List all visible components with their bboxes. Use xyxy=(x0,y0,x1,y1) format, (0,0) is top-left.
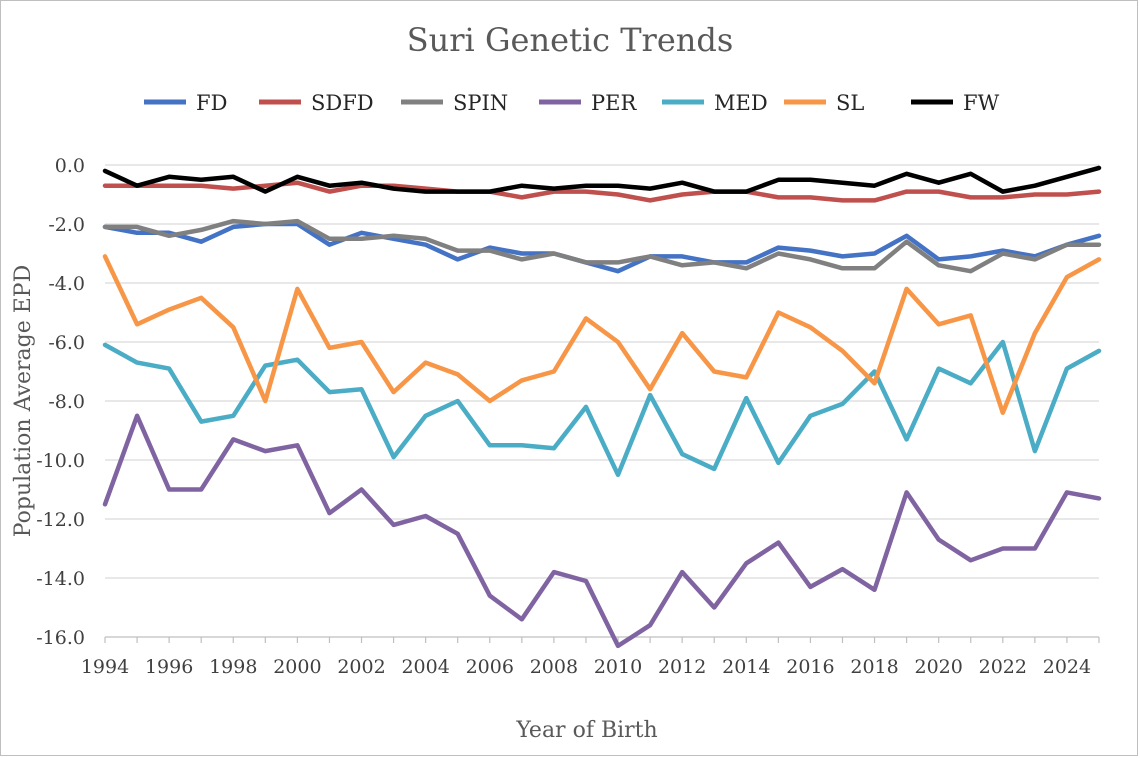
x-tick-label: 1998 xyxy=(209,656,257,678)
x-tick-label: 2014 xyxy=(722,656,770,678)
x-tick-label: 2016 xyxy=(786,656,834,678)
legend-label-fd: FD xyxy=(196,91,227,115)
y-tick-label: -10.0 xyxy=(36,450,85,472)
x-tick-label: 2000 xyxy=(273,656,321,678)
x-tick-label: 2022 xyxy=(979,656,1027,678)
x-axis-title: Year of Birth xyxy=(515,718,657,743)
x-tick-label: 2012 xyxy=(658,656,706,678)
x-tick-label: 1996 xyxy=(145,656,193,678)
series-lines xyxy=(102,165,1102,649)
gridlines xyxy=(105,164,1099,579)
x-axis: 1994 1996 1998 2000 2002 2004 2006 2008 2010 2012… xyxy=(81,636,1100,678)
y-axis-ticks: 0.0 -2.0 -4.0 -6.0 -8.0 -10.0 -12.0 -14.0 -16.0 xyxy=(36,155,85,649)
legend-label-sl: SL xyxy=(836,91,864,115)
x-tick-label: 2010 xyxy=(594,656,642,678)
y-tick-label: 0.0 xyxy=(55,155,85,177)
x-tick-label: 2020 xyxy=(914,656,962,678)
series-line-fw xyxy=(102,165,1102,194)
x-tick-label: 2002 xyxy=(337,656,385,678)
series-line-sdfd xyxy=(102,180,1102,203)
x-tick-label: 2024 xyxy=(1043,656,1091,678)
legend-label-spin: SPIN xyxy=(453,91,508,115)
legend-label-med: MED xyxy=(714,91,768,115)
series-line-per xyxy=(102,413,1102,649)
y-tick-label: -2.0 xyxy=(48,214,85,236)
series-line-med xyxy=(102,339,1102,478)
y-tick-label: -6.0 xyxy=(48,332,85,354)
y-tick-label: -12.0 xyxy=(36,509,85,531)
series-line-sl xyxy=(102,254,1102,416)
x-tick-label: 2006 xyxy=(466,656,514,678)
legend: FD SDFD SPIN PER MED SL FW xyxy=(144,91,1000,115)
y-axis-title: Population Average EPD xyxy=(11,265,36,538)
x-tick-label: 1994 xyxy=(81,656,129,678)
legend-label-per: PER xyxy=(591,91,637,115)
y-tick-label: -14.0 xyxy=(36,568,85,590)
y-tick-label: -4.0 xyxy=(48,273,85,295)
y-tick-label: -8.0 xyxy=(48,391,85,413)
x-tick-label: 2008 xyxy=(530,656,578,678)
series-line-spin xyxy=(102,218,1102,274)
legend-label-sdfd: SDFD xyxy=(311,91,374,115)
chart-title: Suri Genetic Trends xyxy=(407,21,734,59)
legend-label-fw: FW xyxy=(963,91,1000,115)
x-tick-label: 2004 xyxy=(401,656,449,678)
x-tick-label: 2018 xyxy=(850,656,898,678)
y-tick-label: -16.0 xyxy=(36,627,85,649)
